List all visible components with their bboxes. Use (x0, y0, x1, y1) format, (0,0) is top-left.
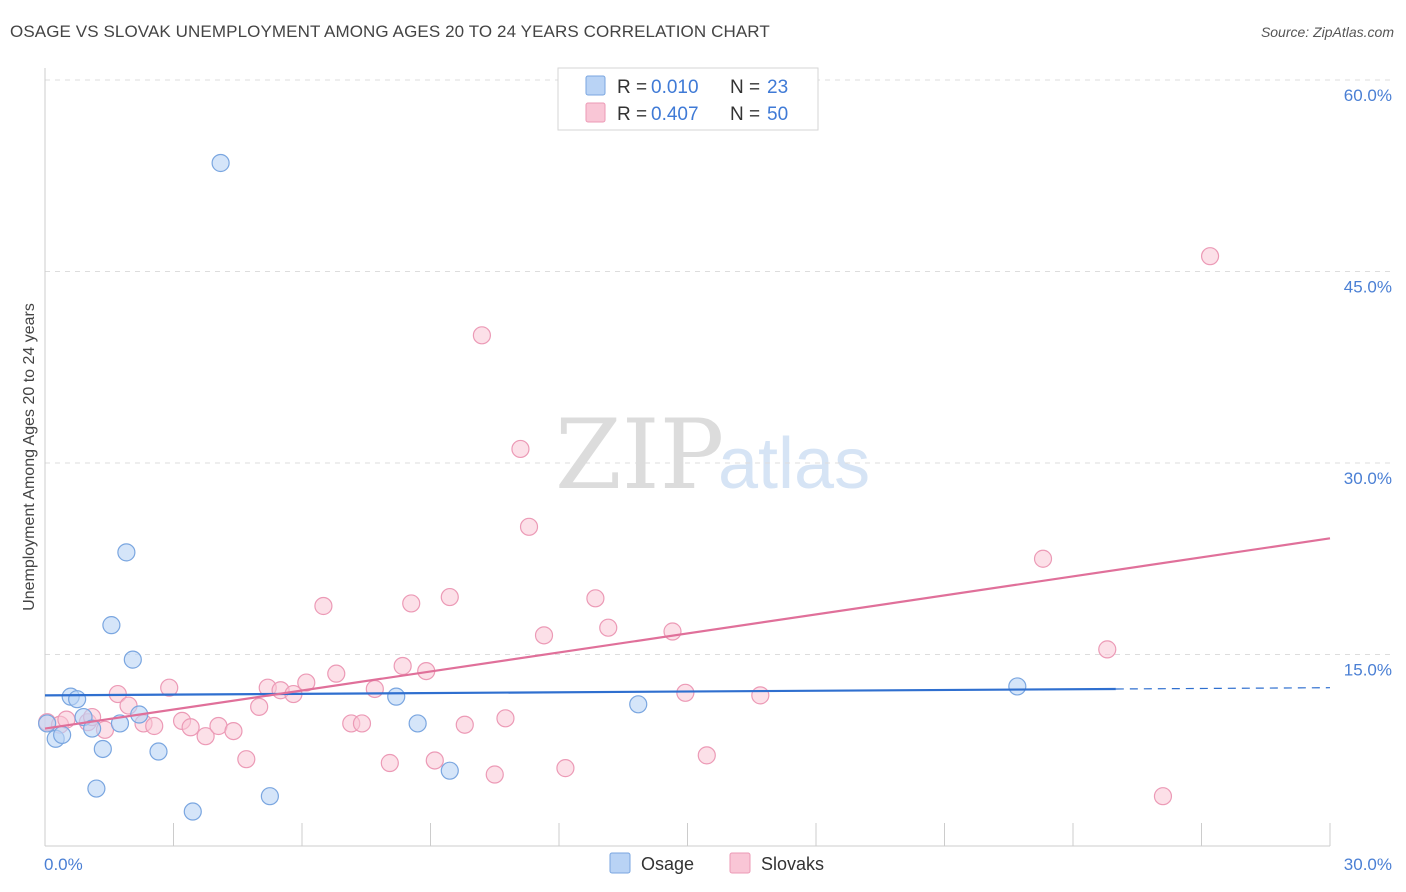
y-axis-title: Unemployment Among Ages 20 to 24 years (21, 303, 38, 611)
slovaks-point-28 (393, 656, 412, 676)
legend-slovaks-n-value: 50 (767, 104, 788, 125)
slovaks-point-48 (1098, 640, 1117, 659)
slovaks-point-31 (425, 751, 444, 770)
slovaks-point-10 (160, 678, 179, 697)
osage-point-7 (87, 779, 106, 798)
slovaks-point-17 (250, 697, 269, 716)
osage-point-22 (1008, 677, 1027, 696)
slovaks-point-33 (455, 715, 474, 734)
osage-point-6 (83, 719, 102, 738)
slovaks-trend-line (44, 537, 1331, 730)
slovaks-point-35 (485, 765, 504, 784)
slovaks-point-39 (534, 626, 554, 645)
x-tick-label-max: 30.0% (1344, 855, 1392, 874)
slovaks-point-23 (327, 664, 346, 683)
slovaks-point-46 (751, 686, 770, 705)
legend-osage-n-value: 23 (767, 77, 788, 98)
watermark: ZIP atlas (555, 399, 870, 511)
y-tick-label-60: 60.0% (1344, 86, 1392, 105)
slovaks-point-45 (697, 746, 716, 765)
osage-point-18 (387, 687, 406, 706)
osage-trend-extension (1115, 687, 1331, 690)
slovaks-point-50 (1200, 247, 1220, 266)
slovaks-point-12 (181, 718, 200, 737)
y-tick-label-45: 45.0% (1344, 278, 1392, 297)
slovaks-point-26 (365, 679, 384, 699)
legend-slovaks-n-label: N = (730, 104, 760, 125)
slovaks-point-47 (1033, 549, 1053, 568)
osage-point-12 (123, 650, 142, 669)
y-tick-label-15: 15.0% (1344, 661, 1392, 680)
osage-point-16 (211, 153, 230, 173)
slovaks-point-42 (599, 618, 618, 637)
osage-point-4 (68, 690, 87, 709)
slovaks-point-29 (402, 594, 421, 613)
osage-trend-line (44, 687, 1116, 697)
series-slovaks-points (38, 247, 1220, 806)
bottom-legend-swatch-osage (609, 852, 631, 874)
slovaks-point-34 (472, 326, 491, 345)
legend-swatch-osage (585, 75, 606, 96)
slovaks-point-22 (314, 596, 333, 616)
osage-point-21 (629, 695, 648, 714)
bottom-legend-swatch-slovaks (729, 852, 751, 874)
slovaks-point-44 (676, 683, 695, 702)
series-legend: Osage Slovaks (609, 852, 824, 874)
slovaks-point-38 (519, 517, 539, 536)
osage-point-17 (260, 787, 279, 806)
legend-slovaks-r-value: 0.407 (651, 104, 699, 125)
x-tick-label-min: 0.0% (44, 855, 83, 874)
stats-legend: R = 0.010 N = 23 R = 0.407 N = 50 (557, 67, 819, 131)
trend-lines (44, 537, 1331, 730)
slovaks-point-16 (237, 750, 256, 769)
legend-osage-n-label: N = (730, 77, 760, 98)
watermark-atlas: atlas (718, 424, 870, 504)
x-axis-ticks (173, 823, 1331, 846)
watermark-zip: ZIP (555, 399, 724, 511)
slovaks-point-40 (556, 759, 575, 778)
osage-point-11 (117, 543, 136, 562)
osage-point-8 (93, 739, 112, 759)
legend-osage-r-label: R = (617, 77, 647, 98)
slovaks-point-21 (297, 673, 316, 692)
osage-point-14 (149, 742, 168, 761)
osage-point-20 (440, 761, 459, 780)
slovaks-point-27 (380, 753, 399, 773)
series-osage-points (38, 153, 1027, 821)
slovaks-point-49 (1153, 787, 1173, 806)
slovaks-point-41 (586, 589, 605, 608)
chart-source: Source: ZipAtlas.com (1260, 24, 1394, 40)
slovaks-point-32 (440, 587, 459, 607)
bottom-legend-label-slovaks: Slovaks (761, 854, 824, 874)
slovaks-point-9 (145, 716, 164, 736)
osage-point-15 (183, 802, 202, 821)
gridlines (45, 79, 1392, 655)
y-tick-label-30: 30.0% (1344, 469, 1392, 488)
osage-point-2 (53, 725, 72, 745)
chart-title: OSAGE VS SLOVAK UNEMPLOYMENT AMONG AGES … (10, 22, 770, 41)
slovaks-point-25 (352, 714, 372, 733)
legend-osage-r-value: 0.010 (651, 77, 699, 98)
slovaks-point-15 (224, 721, 243, 741)
slovaks-point-36 (496, 709, 515, 728)
slovaks-point-13 (196, 727, 215, 746)
legend-slovaks-r-label: R = (617, 104, 647, 125)
legend-swatch-slovaks (585, 102, 606, 123)
bottom-legend-label-osage: Osage (641, 854, 694, 874)
osage-point-9 (102, 616, 121, 635)
y-tick-labels: 15.0% 30.0% 45.0% 60.0% (1344, 86, 1392, 680)
osage-point-19 (408, 714, 427, 733)
osage-point-0 (38, 714, 57, 733)
slovaks-point-37 (511, 439, 530, 459)
